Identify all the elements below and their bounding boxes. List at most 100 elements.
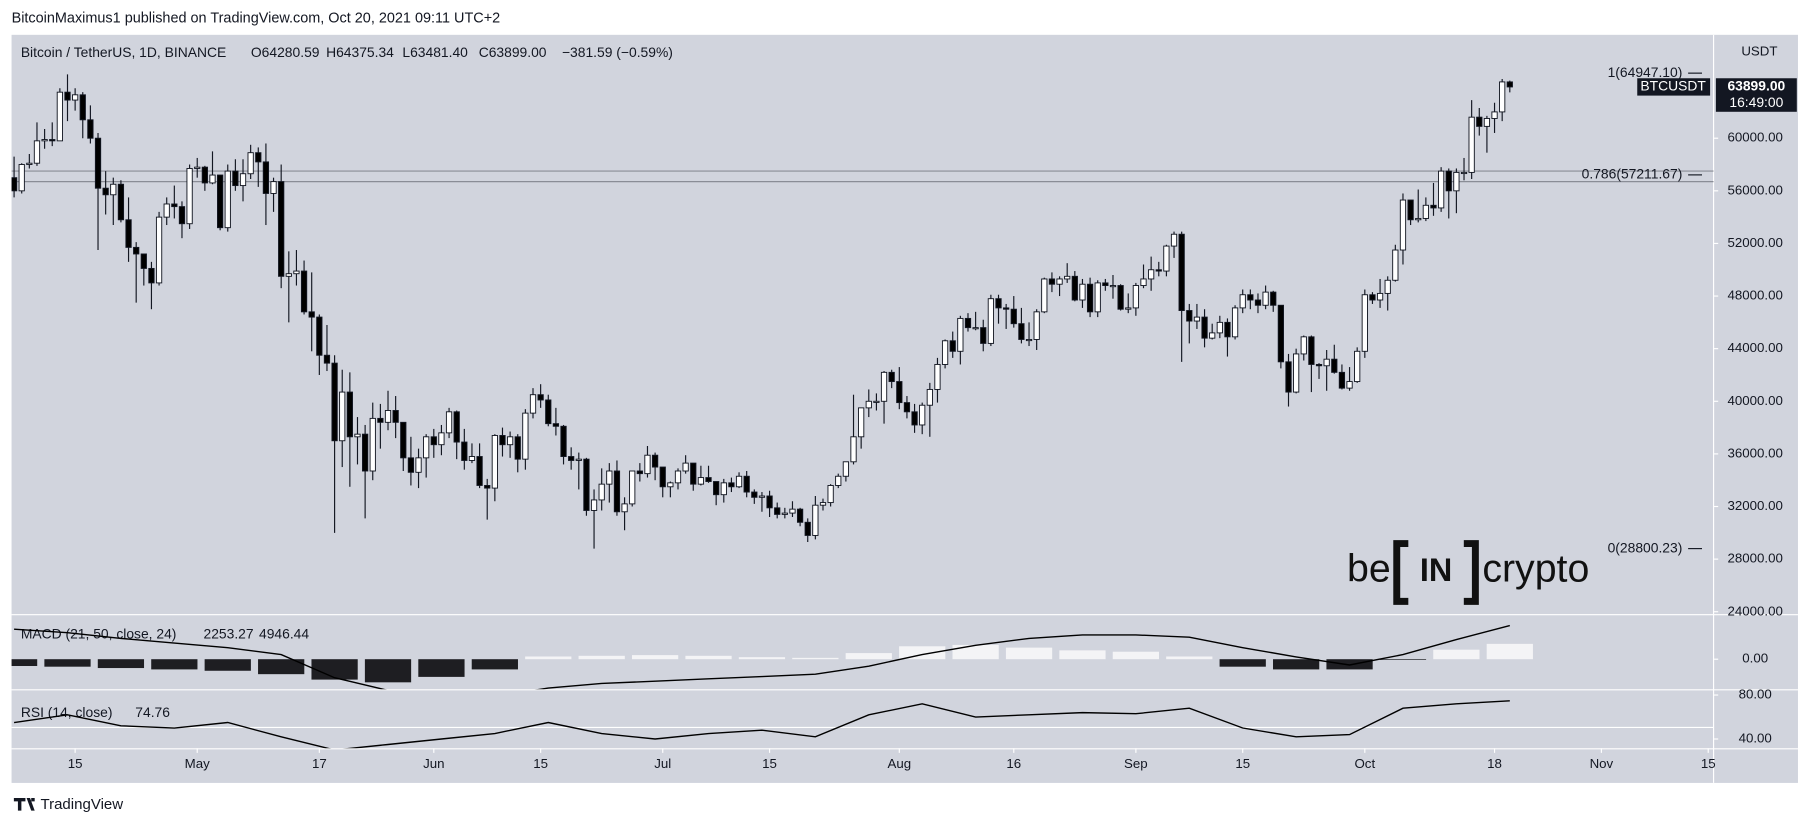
candle-body bbox=[858, 407, 865, 438]
candle-body bbox=[384, 410, 392, 423]
candle-body bbox=[926, 388, 933, 406]
candle-body bbox=[1270, 291, 1277, 306]
price-tag bbox=[1715, 78, 1797, 112]
candle-body bbox=[545, 399, 552, 425]
macd-histogram-bar bbox=[97, 659, 145, 669]
candle-body bbox=[1499, 81, 1506, 113]
macd-line bbox=[14, 624, 1510, 690]
legend-low: L63481.40 bbox=[402, 44, 468, 60]
candle-body bbox=[941, 340, 949, 365]
pane bbox=[13, 700, 1510, 749]
candle-body bbox=[804, 521, 811, 536]
candle-body bbox=[1308, 336, 1315, 365]
candle-body bbox=[1376, 292, 1384, 301]
pane bbox=[11, 74, 1714, 549]
candle-body bbox=[781, 512, 788, 515]
macd-histogram-bar bbox=[44, 659, 91, 667]
candle-body bbox=[178, 206, 186, 225]
candle-body bbox=[735, 475, 743, 488]
macd-histogram-bar bbox=[1112, 651, 1160, 660]
candle-body bbox=[873, 400, 880, 403]
candle-body bbox=[1148, 269, 1155, 280]
candle-body bbox=[1438, 170, 1445, 209]
y-tick-label: 40.00 bbox=[1739, 731, 1772, 746]
candle-body bbox=[361, 433, 369, 472]
candle-body bbox=[659, 466, 666, 488]
candle-body bbox=[1277, 304, 1284, 363]
candle-body bbox=[1247, 294, 1254, 301]
candle-body bbox=[407, 457, 415, 473]
macd-histogram-bar bbox=[258, 659, 305, 675]
candle-body bbox=[293, 270, 300, 275]
candle-body bbox=[461, 441, 468, 461]
macd-histogram-bar bbox=[1273, 659, 1320, 670]
x-tick-label: 16 bbox=[1006, 756, 1021, 771]
candle-body bbox=[224, 170, 231, 229]
candle-body bbox=[1163, 245, 1170, 272]
candle-body bbox=[1392, 249, 1399, 281]
candle-body bbox=[789, 508, 796, 514]
candle-body bbox=[598, 483, 605, 501]
candle-body bbox=[1003, 307, 1010, 310]
x-tick-label: Jul bbox=[654, 756, 671, 771]
candle-body bbox=[377, 417, 384, 423]
candle-body bbox=[18, 164, 25, 192]
pane bbox=[11, 624, 1533, 690]
candle-body bbox=[606, 470, 613, 485]
footer-brand: TradingView bbox=[40, 796, 123, 813]
candle-body bbox=[499, 435, 506, 446]
candle-body bbox=[690, 462, 697, 485]
watermark-in: IN bbox=[1420, 552, 1452, 588]
candle-body bbox=[270, 181, 277, 194]
candle-body bbox=[1010, 308, 1017, 325]
legend-open: O64280.59 bbox=[251, 44, 320, 60]
candle-body bbox=[850, 436, 857, 463]
candle-body bbox=[1117, 285, 1124, 310]
rsi-title: RSI (14, close) bbox=[21, 704, 113, 720]
rsi-value: 74.76 bbox=[135, 704, 170, 720]
candle-body bbox=[1460, 171, 1468, 175]
candle-body bbox=[980, 327, 987, 344]
candle-body bbox=[1422, 204, 1429, 219]
x-tick-label: 15 bbox=[1235, 756, 1250, 771]
y-tick-label: 28000.00 bbox=[1727, 551, 1782, 566]
candle-body bbox=[1209, 332, 1216, 339]
candle-body bbox=[537, 394, 544, 401]
candle-body bbox=[445, 411, 453, 434]
candle-body bbox=[41, 139, 48, 142]
candle-body bbox=[560, 425, 567, 457]
macd-histogram-bar bbox=[899, 646, 946, 660]
candle-body bbox=[1262, 291, 1269, 306]
candle-body bbox=[323, 354, 331, 364]
candle-body bbox=[1369, 294, 1376, 301]
candle-body bbox=[1468, 116, 1475, 173]
candle-body bbox=[1216, 321, 1223, 334]
candle-body bbox=[774, 507, 781, 515]
candle-body bbox=[972, 327, 979, 330]
candle-body bbox=[285, 273, 292, 277]
candle-body bbox=[919, 404, 926, 426]
candle-body bbox=[1224, 321, 1231, 338]
candle-body bbox=[514, 436, 521, 460]
candle-body bbox=[1018, 323, 1025, 340]
candle-body bbox=[1239, 294, 1246, 309]
legend-close: C63899.00 bbox=[479, 44, 547, 60]
candle-body bbox=[1155, 269, 1162, 272]
candle-body bbox=[682, 462, 689, 472]
candle-body bbox=[613, 470, 621, 513]
candle-body bbox=[835, 475, 842, 486]
candle-body bbox=[949, 340, 956, 352]
fib-label: 0.786(57211.67) bbox=[1582, 166, 1683, 182]
candle-body bbox=[392, 410, 399, 423]
candle-body bbox=[705, 477, 712, 482]
candle-body bbox=[331, 362, 338, 442]
macd-histogram-bar bbox=[952, 644, 999, 660]
candle-body bbox=[430, 436, 437, 446]
candle-body bbox=[995, 298, 1002, 309]
candle-body bbox=[125, 219, 132, 248]
publisher: BitcoinMaximus1 published on TradingView… bbox=[12, 10, 501, 26]
candle-body bbox=[1109, 285, 1117, 288]
y-tick-label: 36000.00 bbox=[1727, 445, 1782, 460]
candle-body bbox=[865, 400, 872, 409]
